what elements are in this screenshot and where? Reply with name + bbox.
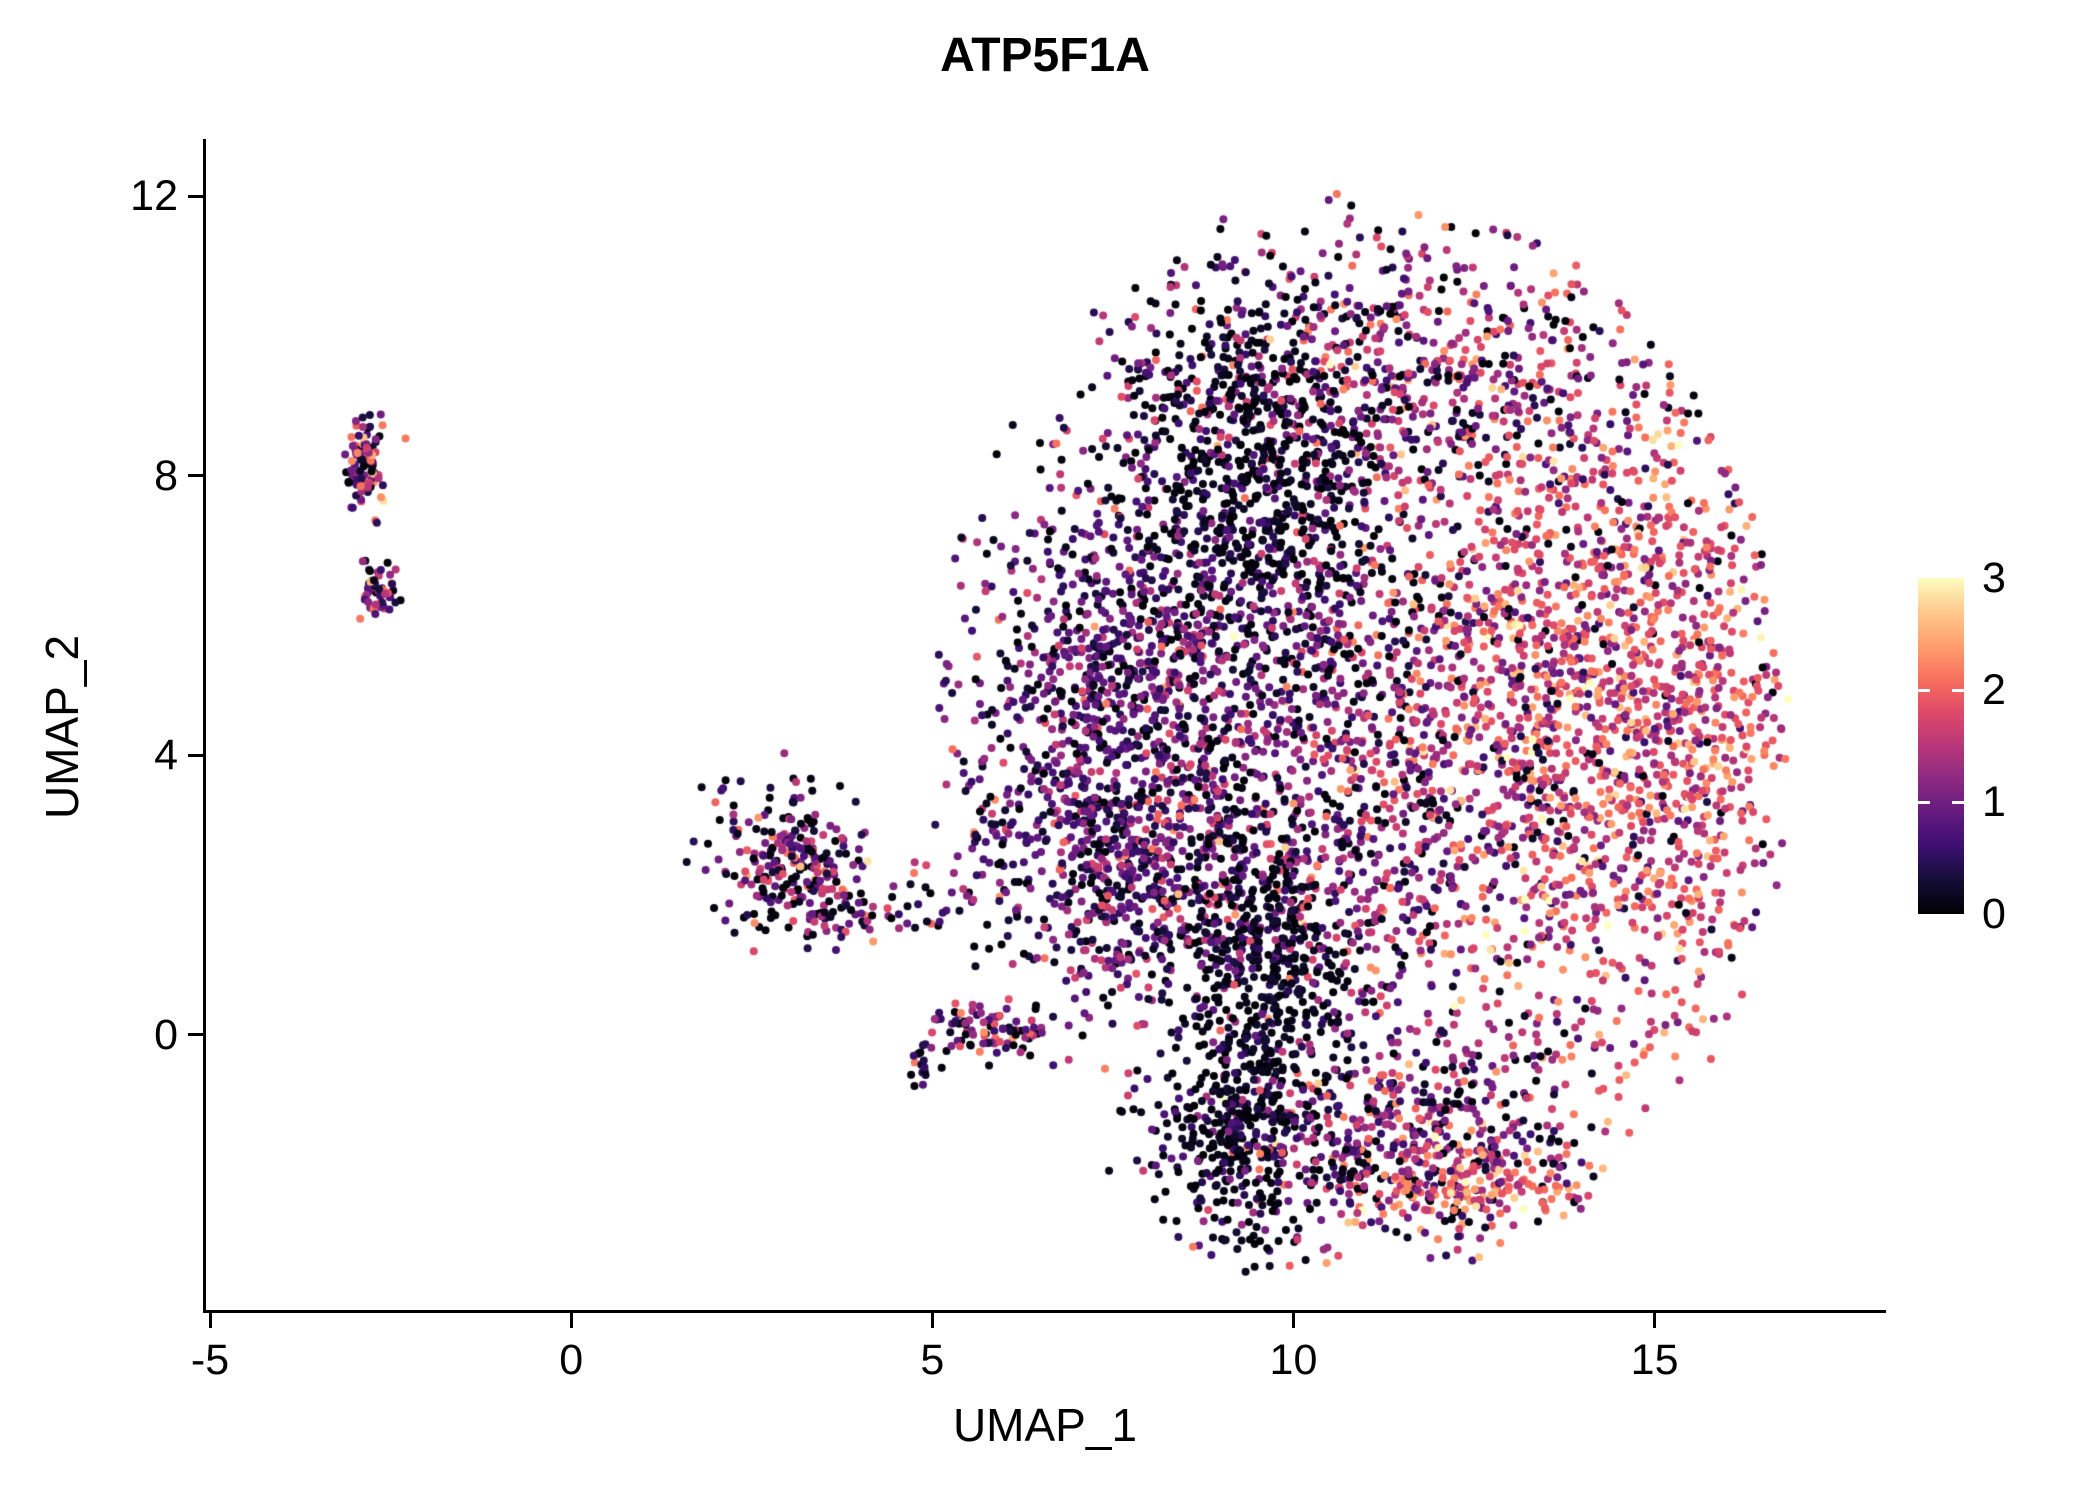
y-axis-line (203, 139, 206, 1313)
x-tick-label: 10 (1269, 1336, 1318, 1384)
x-tick-mark (569, 1313, 573, 1328)
x-tick-mark (208, 1313, 212, 1328)
x-tick-label: 15 (1630, 1336, 1679, 1384)
x-tick-mark (1291, 1313, 1295, 1328)
y-tick-mark (188, 753, 203, 757)
y-tick-mark (188, 474, 203, 478)
x-tick-label: 5 (920, 1336, 945, 1384)
colorbar-gradient (1918, 578, 1964, 914)
colorbar-tick-label: 1 (1982, 778, 2006, 826)
y-tick-mark (188, 194, 203, 198)
y-tick-label: 4 (154, 731, 178, 780)
colorbar-tick-mark (1918, 688, 1930, 692)
x-tick-label: 0 (559, 1336, 584, 1384)
colorbar-tick-label: 2 (1982, 666, 2006, 714)
x-tick-mark (1653, 1313, 1657, 1328)
y-tick-label: 0 (154, 1010, 178, 1059)
y-tick-label: 8 (154, 451, 178, 500)
x-axis-line (203, 1310, 1886, 1313)
y-tick-label: 12 (130, 172, 178, 221)
colorbar-tick-mark (1952, 688, 1964, 692)
colorbar-tick-label: 3 (1982, 554, 2006, 602)
colorbar-tick-mark (1918, 800, 1930, 804)
x-tick-mark (930, 1313, 934, 1328)
x-tick-label: -5 (190, 1336, 230, 1384)
colorbar-tick-mark (1952, 800, 1964, 804)
colorbar-tick-label: 0 (1982, 890, 2006, 938)
y-tick-mark (188, 1033, 203, 1037)
